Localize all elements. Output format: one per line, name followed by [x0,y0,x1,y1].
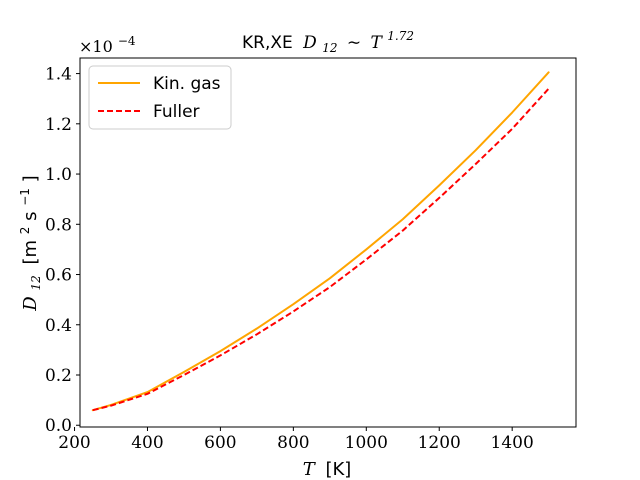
series-lines [91,71,550,412]
legend: Kin. gas Fuller [88,65,232,130]
y-axis-label: D 12 [m 2 s −1 ] [13,175,45,311]
y-tick-label: 1.2 [45,115,72,135]
x-tick-label: 1200 [418,433,461,453]
chart-title-t: T [371,33,384,53]
chart-title-sim: ∼ [347,33,361,53]
y-tick-label: 1.4 [45,65,72,85]
y-tick-label: 0.2 [45,366,72,386]
x-tick-label: 800 [277,433,309,453]
chart-title-d: D [302,33,317,53]
legend-box [88,65,232,130]
series-line-fuller [92,87,550,412]
x-tick-label: 1400 [491,433,534,453]
y-axis-label-unit-sup2: −1 [18,188,32,206]
y-axis-label-unit-close: ] [20,175,41,182]
y-axis-label-d-sub: 12 [29,275,43,290]
y-multiplier-exponent: −4 [118,34,136,48]
x-tick-label: 600 [204,433,236,453]
y-axis-label-unit-open: [m [20,240,41,265]
chart-title-prefix: KR,XE [242,33,293,53]
x-axis-label-unit: [K] [325,459,351,480]
x-axis-label-t: T [303,459,317,480]
y-tick-label: 0.8 [45,215,72,235]
y-tick-label: 1.0 [45,165,72,185]
y-multiplier-base: ×10 [79,37,113,56]
x-tick-label: 1000 [345,433,388,453]
y-multiplier: ×10 −4 [79,34,136,56]
y-axis-label-unit-sup1: 2 [18,227,32,235]
x-axis-label: T [K] [303,459,352,480]
chart-title-exponent: 1.72 [387,29,414,43]
chart-title: KR,XE D 12 ∼ T 1.72 [242,29,414,57]
series-line-kin-gas [91,71,550,412]
chart-title-d-sub: 12 [322,41,337,55]
y-axis-label-d: D [20,296,41,312]
x-tick-label: 400 [131,433,163,453]
axes-frame [79,57,577,428]
ticks: 200 400 600 800 1000 1200 1400 0.0 0.2 0.4 0.6 0.8 1… [45,65,534,453]
y-axis-label-unit-mid: s [20,211,41,220]
x-tick-label: 200 [58,433,90,453]
legend-label-fuller: Fuller [153,102,200,122]
y-tick-label: 0.6 [45,266,72,286]
legend-label-kin-gas: Kin. gas [153,74,221,94]
y-tick-label: 0.0 [45,416,72,436]
y-tick-label: 0.4 [45,316,72,336]
